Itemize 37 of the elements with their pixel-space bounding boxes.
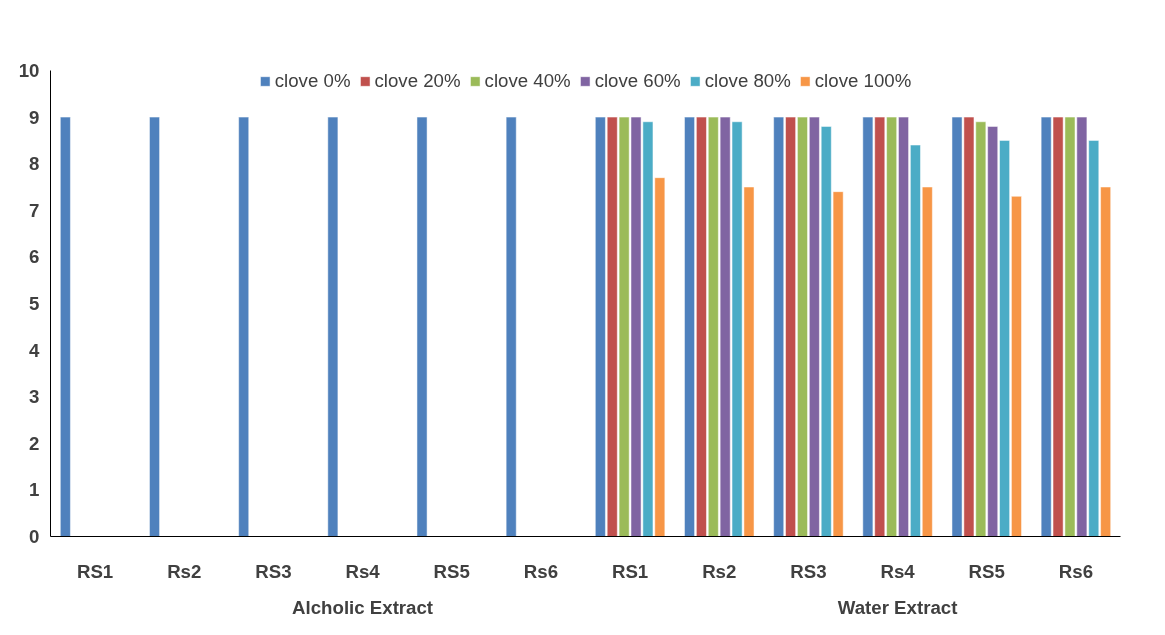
x-tick-label: Rs2 bbox=[702, 560, 737, 582]
y-tick-label: 7 bbox=[29, 199, 40, 221]
bar bbox=[416, 116, 428, 537]
y-tick-label: 8 bbox=[29, 153, 40, 175]
y-tick-label: 5 bbox=[29, 293, 40, 314]
legend-label: clove 0% bbox=[274, 70, 351, 92]
bar bbox=[238, 116, 249, 537]
x-tick-label: Rs6 bbox=[1058, 560, 1094, 582]
y-tick-label: 0 bbox=[29, 526, 40, 547]
x-tick-label: RS5 bbox=[968, 560, 1005, 582]
legend-label: clove 80% bbox=[704, 70, 791, 92]
text: Water Extract bbox=[837, 596, 958, 618]
x-tick-label: RS1 bbox=[76, 560, 114, 582]
x-tick-label: Rs6 bbox=[523, 560, 559, 582]
x-tick-label: Rs4 bbox=[880, 560, 916, 582]
legend-label: clove 20% bbox=[374, 70, 461, 92]
legend-label: clove 100% bbox=[814, 70, 912, 92]
y-tick-label: 3 bbox=[29, 386, 40, 408]
y-tick-label: 10 bbox=[18, 60, 40, 81]
bar bbox=[505, 116, 517, 537]
y-tick-label: 9 bbox=[29, 106, 40, 128]
x-tick-label: RS5 bbox=[433, 560, 470, 582]
bar bbox=[60, 116, 71, 537]
bar bbox=[327, 116, 339, 537]
legend-label: clove 60% bbox=[594, 70, 681, 92]
y-tick-label: 1 bbox=[29, 479, 40, 501]
text: Alcholic Extract bbox=[292, 596, 434, 618]
x-tick-label: Rs2 bbox=[167, 560, 202, 582]
y-tick-label: 2 bbox=[29, 432, 40, 454]
bar bbox=[149, 116, 160, 537]
x-tick-label: RS3 bbox=[790, 560, 827, 582]
x-tick-label: RS3 bbox=[255, 560, 292, 582]
y-tick-label: 4 bbox=[29, 339, 41, 361]
y-tick-label: 6 bbox=[29, 246, 40, 268]
x-tick-label: RS1 bbox=[611, 560, 649, 582]
legend-label: clove 40% bbox=[484, 70, 571, 92]
x-tick-label: Rs4 bbox=[345, 560, 381, 582]
